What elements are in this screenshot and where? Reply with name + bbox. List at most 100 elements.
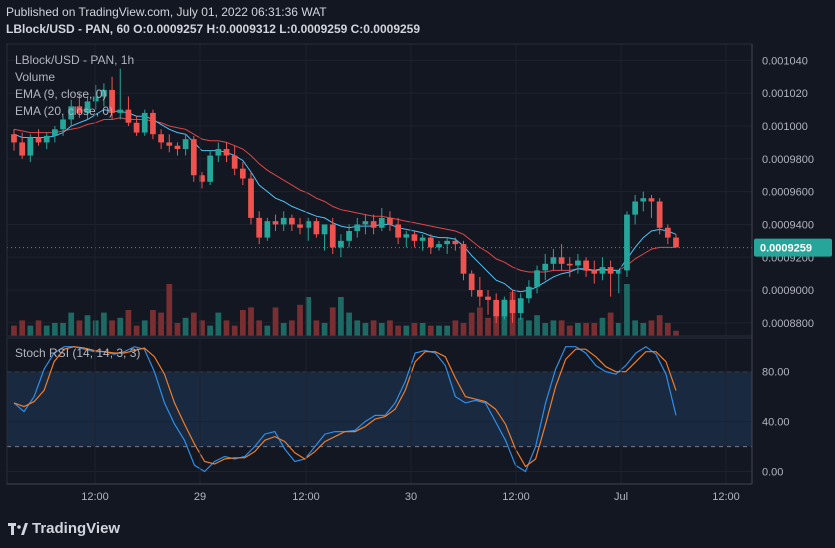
volume-bar [583, 323, 589, 336]
candle-body [60, 119, 66, 130]
candle-body [280, 217, 287, 225]
price-tick-label: 0.0009800 [762, 154, 814, 166]
candle-body [141, 112, 148, 133]
stoch-pane[interactable] [7, 338, 752, 484]
price-tick-label: 0.001000 [762, 121, 808, 133]
candle-body [452, 240, 459, 245]
tradingview-logo[interactable]: TradingView [8, 520, 120, 537]
legend-volume: Volume [15, 70, 56, 84]
candle-body [411, 234, 418, 241]
volume-bar [150, 310, 156, 336]
last-price-label: 0.0009259 [760, 243, 812, 255]
candle-body [109, 89, 115, 113]
volume-bar [485, 317, 491, 336]
volume-bar [313, 320, 320, 336]
volume-bar [607, 312, 614, 336]
volume-bar [403, 325, 410, 336]
volume-bar [256, 320, 263, 336]
stoch-band-fill [7, 371, 752, 447]
volume-bar [92, 320, 99, 336]
volume-bar [248, 307, 254, 336]
volume-bar [289, 320, 295, 336]
candle-body [35, 137, 42, 143]
candle-body [664, 227, 671, 238]
candle-body [632, 201, 638, 215]
volume-bar [272, 307, 279, 336]
candle-body [436, 244, 442, 248]
volume-bar [542, 323, 549, 336]
stoch-d-line [13, 346, 677, 468]
volume-bar [517, 317, 524, 336]
candle-body [542, 263, 549, 271]
candle-body [534, 270, 540, 287]
axes: 0.001040 0.001020 0.001000 0.0009800 0.00096… [6, 43, 832, 503]
volume-bar [558, 320, 565, 336]
candle-body [526, 286, 532, 299]
volume-bar [133, 325, 140, 336]
time-tick-label: 12:00 [502, 491, 530, 503]
candle-body [640, 198, 647, 202]
volume-bar [444, 325, 451, 336]
volume-bar [329, 307, 336, 336]
volume-bar [190, 312, 197, 336]
volume-bar [656, 315, 663, 336]
candle-body [517, 298, 524, 314]
ohlc-readout: LBlock/USD - PAN, 60 O:0.0009257 H:0.000… [6, 22, 421, 36]
last-price-tag [754, 238, 832, 257]
candle-body [485, 296, 491, 300]
volume-bar [207, 325, 214, 336]
price-pane[interactable] [7, 44, 752, 336]
volume-bar [346, 312, 352, 336]
volume-bar [11, 325, 17, 336]
candle-body [346, 231, 352, 241]
price-tick-label: 0.0009400 [762, 219, 814, 231]
candle-body [387, 217, 393, 225]
candle-body [11, 134, 17, 143]
volume-bar [419, 323, 426, 336]
volume-bar [280, 323, 287, 336]
candle-body [272, 221, 279, 225]
volume-bar [166, 284, 173, 336]
candle-body [509, 299, 516, 314]
stoch-tick-label: 80.00 [762, 367, 790, 379]
volume-bar [664, 323, 671, 336]
candle-body [207, 155, 214, 182]
candle-body [305, 221, 312, 228]
volume-bar [411, 323, 418, 336]
volume-bar [27, 325, 34, 336]
volume-bar [174, 323, 181, 336]
candle-body [427, 237, 434, 248]
candle-body [43, 135, 50, 143]
candle-body [566, 263, 573, 266]
candle-body [493, 299, 500, 317]
candle-body [591, 270, 598, 274]
volume-bar [223, 320, 230, 336]
candle-body [256, 217, 263, 238]
volume-bar [460, 323, 467, 336]
time-tick-label: 29 [194, 491, 206, 503]
volume-bar [640, 323, 647, 336]
candle-body [615, 270, 622, 274]
candle-body [444, 240, 451, 245]
volume-bar [239, 310, 246, 336]
candle-body [231, 155, 238, 169]
published-note: Published on TradingView.com, July 01, 2… [6, 5, 327, 19]
volume-bar [566, 325, 573, 336]
candle-body [158, 134, 164, 143]
legend-stoch-rsi: Stoch RSI (14, 14, 3, 3) [15, 346, 141, 360]
candle-body [117, 109, 124, 113]
stoch-tick-label: 40.00 [762, 417, 790, 429]
candle-body [599, 267, 606, 274]
candle-body [550, 257, 557, 264]
volume-bar [526, 320, 532, 336]
time-tick-label: Jul [614, 491, 628, 503]
candle-body [583, 260, 589, 271]
candle-body [370, 221, 377, 228]
candle-body [673, 237, 679, 248]
volume-bar [624, 284, 630, 336]
candle-body [92, 96, 99, 102]
volume-bar [297, 304, 303, 336]
volume-bar [395, 325, 401, 336]
volume-bar [673, 330, 679, 336]
